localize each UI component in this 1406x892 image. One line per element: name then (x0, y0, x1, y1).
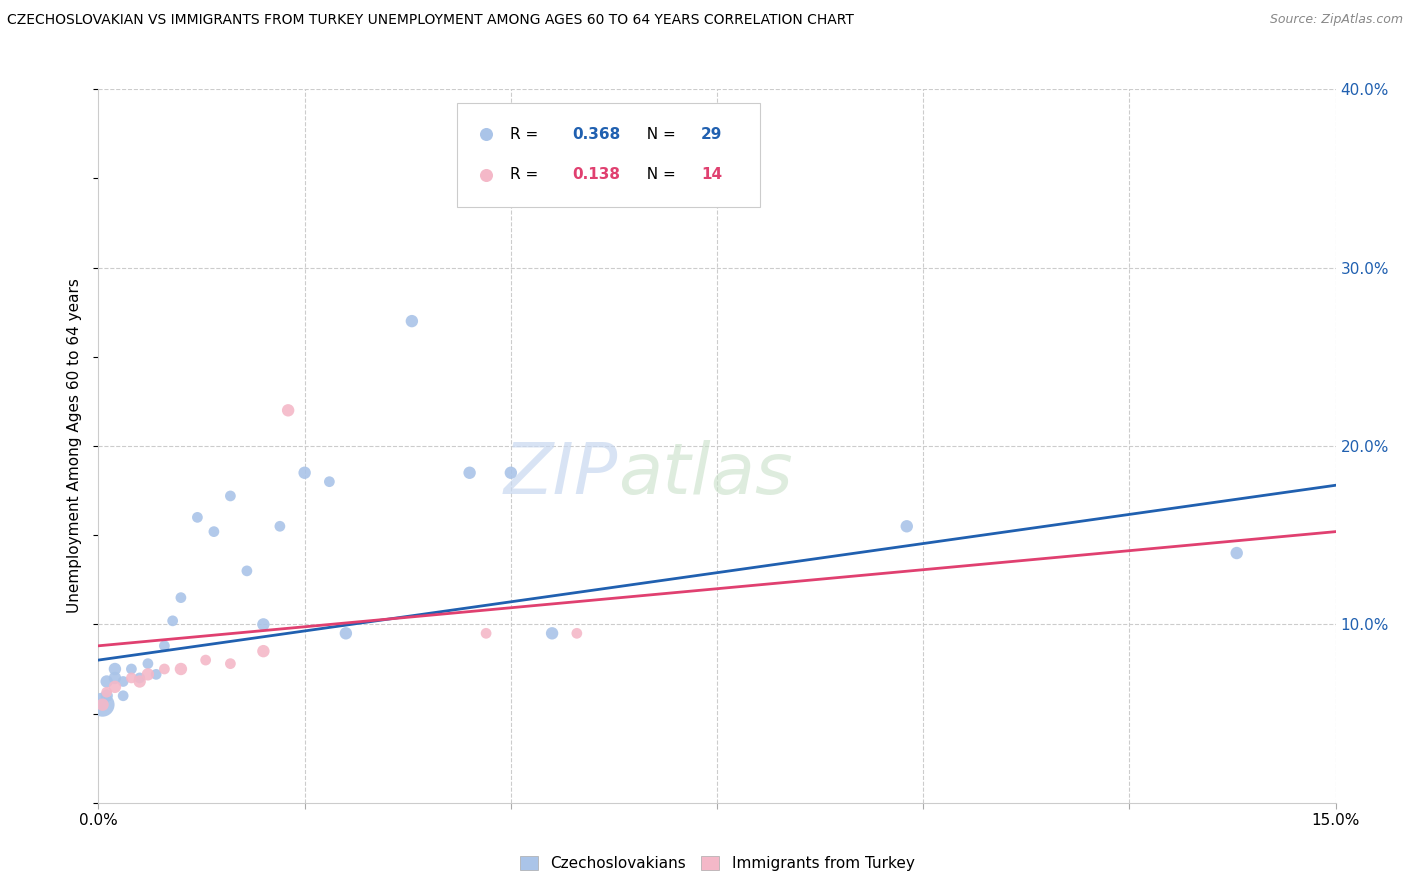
Point (128, 671, 150, 685)
Text: ZIP: ZIP (503, 440, 619, 509)
Point (335, 626, 357, 640)
Point (194, 653, 217, 667)
Point (1226, 546, 1249, 560)
Text: N =: N = (637, 127, 681, 142)
Point (202, 524, 225, 539)
Point (236, 564, 259, 578)
Text: atlas: atlas (619, 440, 793, 509)
Point (153, 639, 176, 653)
Point (475, 626, 498, 640)
Point (170, 662, 193, 676)
Point (541, 626, 564, 640)
Point (91, 698, 114, 712)
Point (104, 662, 127, 676)
Point (896, 519, 918, 533)
Point (186, 510, 208, 524)
Point (120, 662, 142, 676)
FancyBboxPatch shape (457, 103, 761, 207)
Text: 0.138: 0.138 (572, 168, 620, 182)
Point (401, 314, 423, 328)
Text: CZECHOSLOVAKIAN VS IMMIGRANTS FROM TURKEY UNEMPLOYMENT AMONG AGES 60 TO 64 YEARS: CZECHOSLOVAKIAN VS IMMIGRANTS FROM TURKE… (7, 13, 853, 28)
Point (499, 466, 522, 480)
Point (104, 680, 127, 694)
Point (252, 617, 274, 632)
Point (120, 671, 142, 685)
Point (269, 519, 291, 533)
Point (294, 466, 316, 480)
Point (136, 657, 159, 671)
Point (458, 466, 481, 480)
Point (318, 475, 340, 489)
Point (219, 657, 242, 671)
Text: 29: 29 (702, 127, 723, 142)
Point (252, 644, 274, 658)
Point (170, 591, 193, 605)
Point (96, 685, 118, 699)
Text: Source: ZipAtlas.com: Source: ZipAtlas.com (1270, 13, 1403, 27)
Point (145, 667, 167, 681)
Y-axis label: Unemployment Among Ages 60 to 64 years: Unemployment Among Ages 60 to 64 years (67, 278, 83, 614)
Point (219, 489, 242, 503)
Point (128, 674, 150, 689)
Point (136, 667, 159, 681)
Point (112, 674, 135, 689)
Text: R =: R = (510, 168, 544, 182)
Text: 14: 14 (702, 168, 723, 182)
Point (91, 698, 114, 712)
Point (153, 662, 176, 676)
Point (96, 674, 118, 689)
Point (104, 671, 127, 685)
Point (277, 403, 299, 417)
Text: R =: R = (510, 127, 544, 142)
Point (565, 626, 588, 640)
Text: 0.368: 0.368 (572, 127, 620, 142)
Point (162, 614, 184, 628)
Point (112, 689, 135, 703)
Point (96, 689, 118, 703)
Legend: Czechoslovakians, Immigrants from Turkey: Czechoslovakians, Immigrants from Turkey (513, 850, 921, 877)
Text: N =: N = (637, 168, 681, 182)
